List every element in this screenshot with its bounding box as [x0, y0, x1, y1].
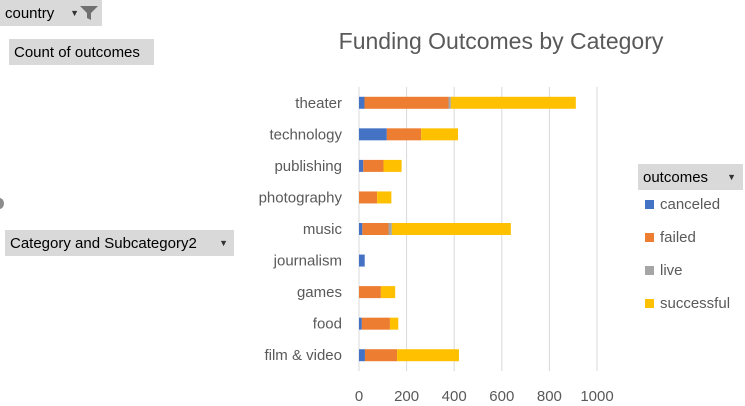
legend-label: live: [660, 262, 683, 279]
resize-handle[interactable]: [0, 198, 4, 209]
bar-segment-successful: [389, 317, 399, 330]
x-tick-label: 200: [394, 388, 419, 405]
chevron-down-icon: ▼: [727, 172, 736, 182]
bar-segment-successful: [380, 286, 396, 299]
bar-segment-successful: [450, 96, 576, 109]
bar-segment-successful: [377, 191, 392, 204]
bar-segment-canceled: [359, 128, 387, 141]
category-field-button[interactable]: Category and Subcategory2 ▼: [5, 230, 234, 256]
bar-segment-canceled: [359, 223, 363, 235]
bar-segment-successful: [391, 223, 511, 235]
x-tick-label: 400: [442, 388, 467, 405]
bar-segment-failed: [386, 128, 422, 141]
y-category-label: food: [313, 316, 342, 333]
country-filter-button[interactable]: country ▼: [0, 0, 102, 26]
bar-segment-live: [448, 96, 451, 109]
outcomes-field-button[interactable]: outcomes ▼: [638, 164, 743, 190]
chevron-down-icon: ▼: [70, 8, 79, 18]
values-field-label: Count of outcomes: [14, 43, 140, 61]
y-category-label: technology: [269, 126, 342, 143]
bar-segment-failed: [361, 317, 390, 330]
bar-segment-successful: [421, 128, 459, 141]
legend-item-failed: failed: [645, 229, 696, 246]
legend-swatch: [645, 200, 654, 209]
legend-swatch: [645, 266, 654, 275]
legend-label: failed: [660, 229, 696, 246]
bar-segment-canceled: [359, 254, 365, 267]
bar-segment-canceled: [359, 317, 362, 330]
outcomes-field-label: outcomes: [643, 168, 709, 186]
x-tick-label: 1000: [580, 388, 613, 405]
chevron-down-icon: ▼: [219, 238, 228, 248]
y-category-label: publishing: [274, 158, 342, 175]
chart-title: Funding Outcomes by Category: [338, 28, 664, 54]
legend-item-successful: successful: [645, 295, 730, 312]
y-category-label: journalism: [273, 253, 342, 270]
filter-dropdown[interactable]: ▼: [70, 4, 102, 22]
legend-item-canceled: canceled: [645, 196, 720, 213]
bar-segment-failed: [363, 159, 384, 172]
bar-segment-successful: [397, 349, 459, 362]
legend-swatch: [645, 233, 654, 242]
bar-segment-canceled: [359, 159, 364, 172]
bar-segment-failed: [359, 286, 381, 299]
x-tick-label: 0: [355, 388, 363, 405]
y-category-label: music: [303, 221, 343, 238]
bar-segment-live: [388, 223, 392, 235]
bar-segment-failed: [362, 223, 389, 235]
country-filter-label: country: [5, 4, 55, 22]
y-category-label: theater: [295, 95, 342, 112]
funnel-filter-icon: [80, 6, 98, 20]
y-category-label: photography: [259, 189, 343, 206]
bar-segment-canceled: [359, 349, 365, 362]
legend-label: successful: [660, 295, 731, 312]
bar-segment-successful: [383, 159, 402, 172]
legend-item-live: live: [645, 262, 683, 279]
category-field-label: Category and Subcategory2: [10, 234, 197, 252]
bar-segment-canceled: [359, 96, 365, 109]
bar-segment-failed: [364, 349, 398, 362]
bar-segment-failed: [359, 191, 378, 204]
y-category-label: film & video: [264, 347, 342, 364]
y-category-label: games: [297, 284, 342, 301]
values-field-button[interactable]: Count of outcomes: [9, 39, 154, 65]
x-tick-label: 600: [489, 388, 514, 405]
bar-segment-failed: [364, 96, 449, 109]
x-tick-label: 800: [537, 388, 562, 405]
legend-label: canceled: [660, 196, 721, 213]
legend-swatch: [645, 299, 654, 308]
